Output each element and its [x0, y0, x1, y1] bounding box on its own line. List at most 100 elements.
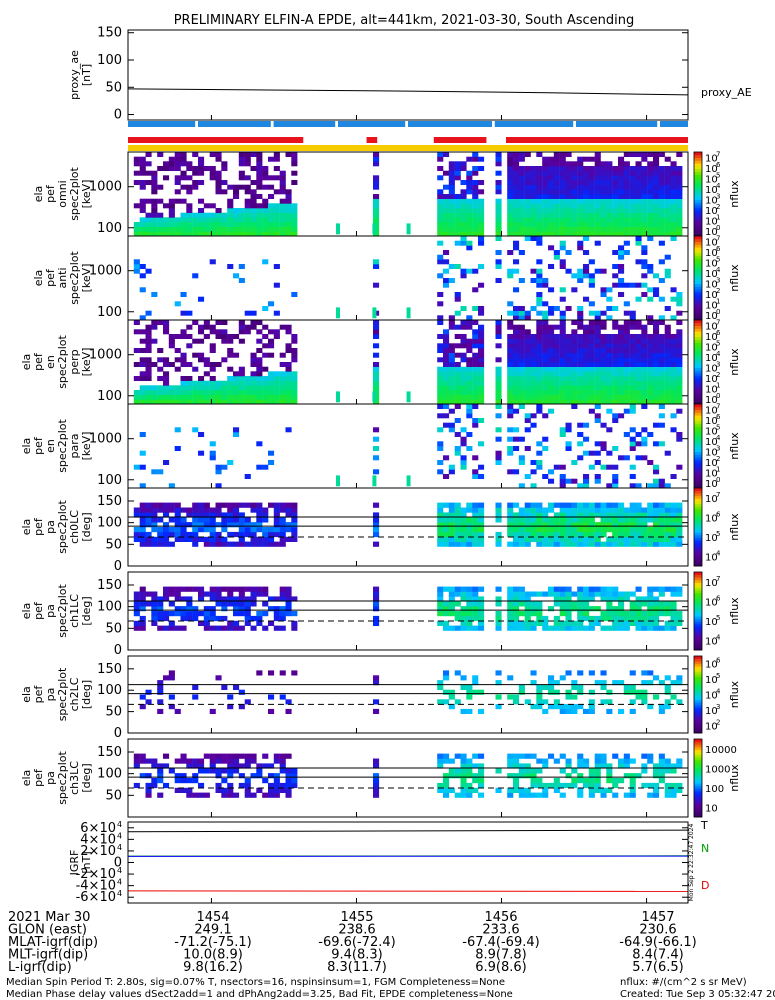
heatmap-cell — [536, 226, 543, 232]
heatmap-cell — [268, 226, 275, 232]
heatmap-cell — [478, 596, 485, 602]
heatmap-cell — [594, 348, 601, 353]
heatmap-cell — [443, 226, 450, 232]
heatmap-cell — [157, 615, 164, 622]
heatmap-cell — [618, 170, 625, 176]
heatmap-cell — [664, 606, 671, 612]
colorbar-tick-exponent: 0 — [716, 476, 720, 484]
heatmap-cell — [203, 212, 210, 218]
time-axis-value: -67.4(-69.4) — [462, 935, 539, 950]
heatmap-cell — [209, 522, 216, 528]
heatmap-cell — [168, 591, 175, 597]
heatmap-cell — [186, 536, 193, 542]
heatmap-cell — [553, 680, 560, 686]
heatmap-cell — [629, 408, 636, 414]
heatmap-cell — [623, 507, 630, 513]
heatmap-cell — [647, 222, 654, 227]
heatmap-cell — [588, 203, 595, 209]
heatmap-cell — [594, 478, 601, 484]
y-axis-label: spec2plot — [56, 419, 69, 473]
heatmap-cell — [612, 320, 619, 325]
heatmap-cell — [466, 531, 473, 538]
heatmap-cell — [279, 371, 286, 377]
heatmap-cell — [629, 357, 636, 363]
heatmap-cell — [612, 306, 619, 311]
heatmap-cell — [221, 189, 228, 195]
colorbar-tick-exponent: 2 — [716, 455, 720, 463]
heatmap-cell — [583, 474, 590, 479]
heatmap-cell — [513, 376, 520, 381]
heatmap-cell — [513, 380, 520, 386]
heatmap-cell — [133, 226, 140, 232]
colorbar-step — [694, 592, 702, 596]
heatmap-cell — [256, 222, 263, 227]
heatmap-cell — [658, 352, 665, 358]
heatmap-cell — [629, 483, 636, 489]
heatmap-cell — [536, 152, 543, 157]
heatmap-cell — [233, 184, 240, 190]
heatmap-cell — [437, 217, 444, 223]
heatmap-cell — [238, 527, 245, 533]
heatmap-cell — [151, 170, 158, 176]
heatmap-cell — [658, 362, 665, 367]
heatmap-cell — [594, 390, 601, 395]
heatmap-cell — [437, 212, 444, 218]
y-tick-label: 0 — [114, 559, 122, 574]
heatmap-cell — [623, 282, 630, 288]
heatmap-cell — [273, 334, 280, 339]
heatmap-cell — [472, 320, 479, 325]
heatmap-cell — [192, 170, 199, 176]
heatmap-cell — [507, 527, 514, 533]
colorbar-step — [694, 488, 702, 491]
heatmap-cell — [629, 399, 636, 405]
heatmap-cell — [198, 763, 205, 769]
heatmap-cell — [145, 792, 152, 798]
heatmap-cell — [577, 366, 584, 372]
heatmap-cell — [285, 782, 292, 789]
heatmap-cell — [618, 254, 625, 260]
heatmap-cell — [507, 310, 514, 316]
heatmap-cell — [192, 320, 199, 325]
heatmap-cell — [133, 156, 140, 162]
heatmap-cell — [373, 541, 380, 547]
heatmap-cell — [647, 512, 654, 518]
heatmap-cell — [466, 371, 473, 377]
heatmap-cell — [612, 792, 619, 798]
heatmap-cell — [215, 180, 222, 185]
heatmap-cell — [559, 606, 566, 612]
heatmap-cell — [256, 226, 263, 232]
heatmap-cell — [168, 222, 175, 227]
y-axis-label: pef — [32, 517, 45, 536]
heatmap-cell — [513, 268, 520, 274]
heatmap-cell — [495, 394, 502, 400]
heatmap-cell — [227, 792, 234, 798]
heatmap-cell — [583, 189, 590, 195]
heatmap-cell — [174, 301, 181, 307]
heatmap-cell — [472, 357, 479, 363]
heatmap-cell — [641, 536, 648, 542]
heatmap-cell — [256, 620, 263, 626]
heatmap-cell — [629, 152, 636, 157]
heatmap-cell — [577, 240, 584, 246]
heatmap-cell — [542, 394, 549, 400]
heatmap-cell — [571, 194, 578, 199]
heatmap-cell — [151, 338, 158, 344]
heatmap-cell — [443, 531, 450, 538]
heatmap-cell — [507, 591, 514, 597]
heatmap-cell — [198, 507, 205, 513]
heatmap-cell — [629, 787, 636, 793]
heatmap-cell — [606, 483, 613, 489]
heatmap-cell — [192, 212, 199, 218]
heatmap-cell — [192, 606, 199, 612]
heatmap-cell — [518, 366, 525, 372]
heatmap-cell — [635, 212, 642, 218]
heatmap-cell — [139, 606, 146, 612]
heatmap-cell — [618, 282, 625, 288]
heatmap-cell — [291, 385, 298, 391]
heatmap-cell — [565, 362, 572, 367]
heatmap-cell — [139, 615, 146, 622]
heatmap-cell — [495, 212, 502, 218]
colorbar-step — [694, 639, 702, 643]
heatmap-cell — [594, 522, 601, 528]
